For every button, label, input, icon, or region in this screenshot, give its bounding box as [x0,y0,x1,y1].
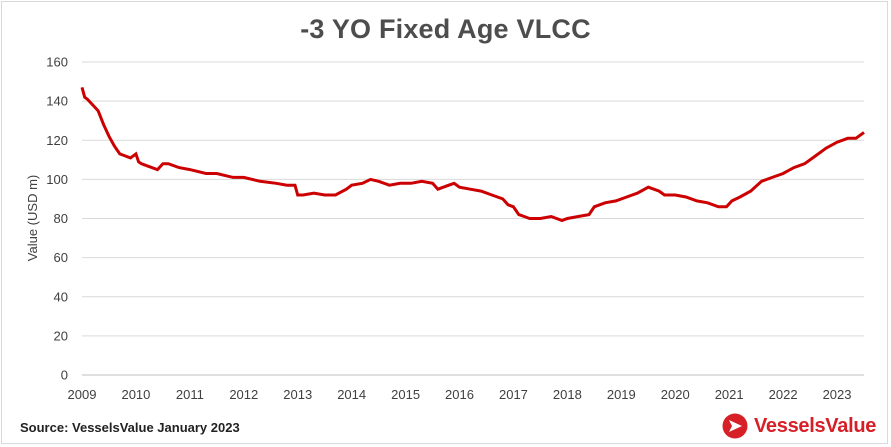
x-tick-label: 2016 [445,387,474,402]
x-tick-label: 2010 [121,387,150,402]
x-tick-label: 2020 [661,387,690,402]
x-tick-label: 2012 [229,387,258,402]
x-tick-label: 2011 [176,387,204,402]
gridlines [82,61,864,337]
y-tick-label: 60 [54,250,68,265]
y-tick-label: 0 [61,368,68,383]
x-tick-label: 2021 [715,387,744,402]
y-tick-label: 160 [46,55,68,70]
y-tick-label: 20 [54,328,68,343]
x-tick-label: 2022 [769,387,798,402]
x-tick-labels: 2009 2010 2011 2012 2013 2014 2015 2016 2017 2018… [68,387,852,402]
x-tick-label: 2009 [68,387,97,402]
y-axis-label: Value (USD m) [25,175,40,261]
y-tick-label: 80 [54,211,68,226]
vesselsvalue-logo-icon [722,413,748,439]
chart-title: -3 YO Fixed Age VLCC [300,14,591,44]
y-tick-label: 40 [54,289,68,304]
x-tick-label: 2015 [391,387,420,402]
y-tick-label: 100 [46,172,68,187]
y-tick-label: 120 [46,133,68,148]
x-tick-label: 2014 [337,387,366,402]
source-note: Source: VesselsValue January 2023 [20,420,240,435]
brand-logo: VesselsValue [722,413,876,439]
y-tick-labels: 0 20 40 60 80 100 120 140 160 [46,55,68,383]
y-tick-label: 140 [46,94,68,109]
series-line [80,87,865,223]
x-tick-label: 2017 [499,387,528,402]
x-tick-label: 2023 [823,387,852,402]
x-tick-label: 2019 [607,387,636,402]
x-tick-label: 2018 [553,387,582,402]
x-tick-label: 2013 [283,387,312,402]
brand-name: VesselsValue [754,414,877,437]
